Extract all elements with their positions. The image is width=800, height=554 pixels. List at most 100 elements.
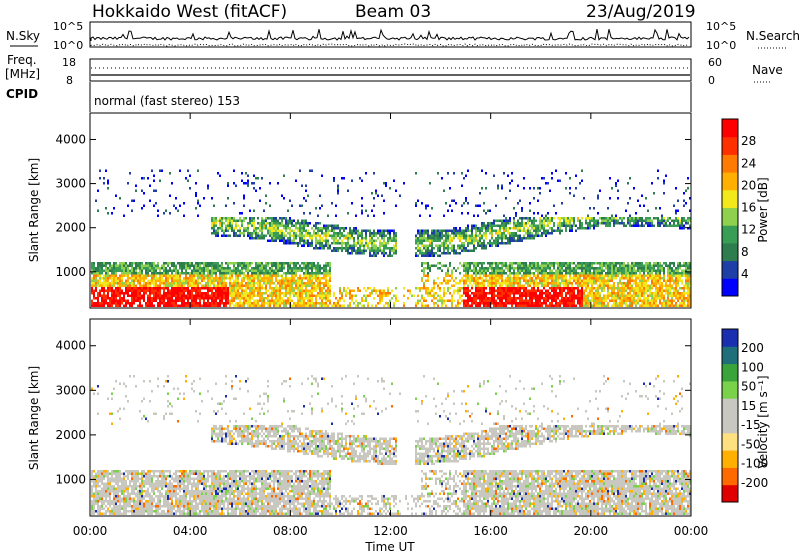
heatmap-cell xyxy=(197,262,199,265)
heatmap-cell xyxy=(231,269,233,272)
heatmap-cell xyxy=(137,274,139,277)
heatmap-cell xyxy=(605,224,607,227)
heatmap-cell xyxy=(475,287,477,290)
heatmap-cell xyxy=(117,264,119,267)
heatmap-cell xyxy=(103,274,105,277)
heatmap-cell xyxy=(599,304,601,307)
heatmap-cell xyxy=(385,182,387,185)
heatmap-cell xyxy=(243,277,245,280)
heatmap-cell xyxy=(261,237,263,240)
heatmap-cell xyxy=(569,304,571,307)
heatmap-cell xyxy=(271,264,273,267)
heatmap-cell xyxy=(555,304,557,307)
heatmap-cell xyxy=(275,224,277,227)
heatmap-cell xyxy=(177,277,179,280)
heatmap-cell xyxy=(481,244,483,247)
heatmap-cell xyxy=(275,262,277,265)
heatmap-cell xyxy=(361,197,363,200)
heatmap-cell xyxy=(93,294,95,297)
heatmap-cell xyxy=(91,289,93,292)
heatmap-cell xyxy=(141,274,143,277)
heatmap-cell xyxy=(557,217,559,220)
heatmap-cell xyxy=(343,287,345,290)
heatmap-cell xyxy=(589,292,591,295)
heatmap-cell xyxy=(539,234,541,237)
heatmap-cell xyxy=(175,302,177,305)
heatmap-cell xyxy=(549,304,551,307)
heatmap-cell xyxy=(415,247,417,250)
heatmap-cell xyxy=(125,287,127,290)
heatmap-cell xyxy=(111,299,113,302)
heatmap-cell xyxy=(533,282,535,285)
heatmap-cell xyxy=(439,229,441,232)
heatmap-cell xyxy=(133,282,135,285)
heatmap-cell xyxy=(549,297,551,300)
heatmap-cell xyxy=(245,292,247,295)
heatmap-cell xyxy=(241,224,243,227)
heatmap-cell xyxy=(131,274,133,277)
heatmap-cell xyxy=(301,262,303,265)
heatmap-cell xyxy=(593,282,595,285)
heatmap-cell xyxy=(283,234,285,237)
heatmap-cell xyxy=(533,287,535,290)
heatmap-cell xyxy=(581,287,583,290)
heatmap-cell xyxy=(469,242,471,245)
heatmap-cell xyxy=(269,294,271,297)
heatmap-cell xyxy=(171,284,173,287)
heatmap-cell xyxy=(521,217,523,220)
heatmap-cell xyxy=(163,284,165,287)
heatmap-cell xyxy=(499,297,501,300)
heatmap-cell xyxy=(279,299,281,302)
heatmap-cell xyxy=(133,277,135,280)
heatmap-cell xyxy=(297,277,299,280)
heatmap-cell xyxy=(571,224,573,227)
heatmap-cell xyxy=(263,237,265,240)
heatmap-cell xyxy=(605,222,607,225)
heatmap-cell xyxy=(163,302,165,305)
heatmap-cell xyxy=(301,219,303,222)
heatmap-cell xyxy=(167,289,169,292)
heatmap-cell xyxy=(151,287,153,290)
heatmap-cell xyxy=(575,279,577,282)
heatmap-cell xyxy=(447,239,449,242)
heatmap-cell xyxy=(505,277,507,280)
heatmap-cell xyxy=(579,277,581,280)
heatmap-cell xyxy=(535,232,537,235)
heatmap-cell xyxy=(609,279,611,282)
heatmap-cell xyxy=(529,232,531,235)
heatmap-cell xyxy=(159,267,161,270)
heatmap-cell xyxy=(209,294,211,297)
heatmap-cell xyxy=(197,277,199,280)
heatmap-cell xyxy=(569,272,571,275)
heatmap-cell xyxy=(485,232,487,235)
heatmap-cell xyxy=(269,277,271,280)
heatmap-cell xyxy=(97,292,99,295)
heatmap-cell xyxy=(567,269,569,272)
heatmap-cell xyxy=(459,297,461,300)
heatmap-cell xyxy=(283,224,285,227)
heatmap-cell xyxy=(467,224,469,227)
heatmap-cell xyxy=(495,244,497,247)
heatmap-cell xyxy=(327,247,329,250)
heatmap-cell xyxy=(337,192,339,195)
heatmap-cell xyxy=(571,282,573,285)
heatmap-cell xyxy=(111,212,113,215)
heatmap-cell xyxy=(245,172,247,175)
heatmap-cell xyxy=(473,244,475,247)
heatmap-cell xyxy=(183,294,185,297)
heatmap-cell xyxy=(503,302,505,305)
heatmap-cell xyxy=(425,292,427,295)
heatmap-cell xyxy=(505,267,507,270)
heatmap-cell xyxy=(241,222,243,225)
heatmap-cell xyxy=(117,292,119,295)
heatmap-cell xyxy=(493,284,495,287)
heatmap-cell xyxy=(513,222,515,225)
heatmap-cell xyxy=(247,302,249,305)
heatmap-cell xyxy=(199,299,201,302)
heatmap-cell xyxy=(603,304,605,307)
heatmap-cell xyxy=(489,222,491,225)
heatmap-cell xyxy=(457,289,459,292)
heatmap-cell xyxy=(221,299,223,302)
heatmap-cell xyxy=(311,284,313,287)
heatmap-cell xyxy=(241,279,243,282)
